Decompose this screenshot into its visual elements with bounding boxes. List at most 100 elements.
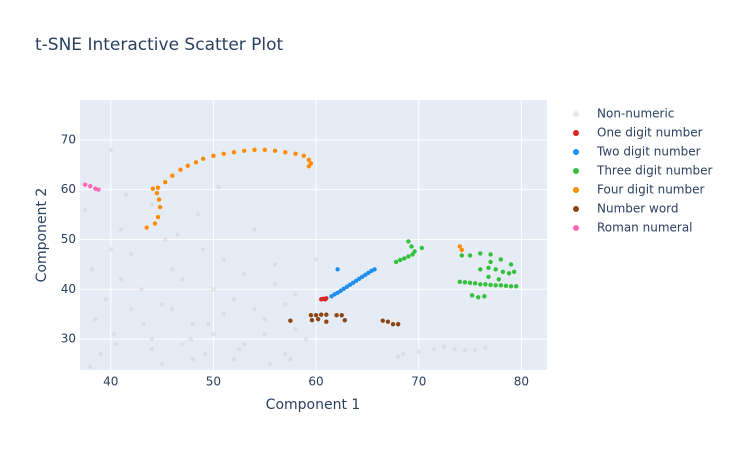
scatter-point[interactable] — [308, 313, 314, 318]
scatter-point[interactable] — [150, 186, 156, 191]
scatter-point[interactable] — [195, 212, 201, 217]
legend-label[interactable]: Number word — [597, 202, 679, 216]
scatter-point[interactable] — [123, 192, 129, 197]
scatter-point[interactable] — [156, 197, 162, 202]
scatter-point[interactable] — [318, 312, 324, 317]
scatter-point[interactable] — [111, 331, 117, 337]
scatter-point[interactable] — [324, 319, 329, 324]
scatter-point[interactable] — [211, 153, 216, 158]
scatter-point[interactable] — [478, 282, 483, 287]
scatter-point[interactable] — [236, 346, 242, 352]
scatter-point[interactable] — [170, 173, 175, 178]
scatter-point[interactable] — [313, 313, 319, 318]
scatter-point[interactable] — [416, 349, 421, 354]
scatter-point[interactable] — [149, 346, 155, 352]
scatter-point[interactable] — [211, 331, 216, 337]
scatter-point[interactable] — [129, 307, 134, 312]
scatter-point[interactable] — [401, 351, 406, 357]
scatter-point[interactable] — [98, 351, 103, 357]
scatter-point[interactable] — [488, 282, 493, 288]
scatter-point[interactable] — [178, 167, 183, 172]
scatter-point[interactable] — [457, 244, 462, 249]
scatter-point[interactable] — [272, 148, 278, 154]
scatter-point[interactable] — [190, 356, 196, 362]
scatter-point[interactable] — [472, 347, 478, 353]
scatter-point[interactable] — [493, 283, 498, 288]
scatter-point[interactable] — [206, 321, 211, 327]
scatter-point[interactable] — [406, 239, 411, 244]
scatter-point[interactable] — [159, 361, 165, 367]
scatter-point[interactable] — [342, 317, 348, 323]
scatter-point[interactable] — [395, 354, 401, 359]
scatter-point[interactable] — [252, 307, 257, 312]
scatter-point[interactable] — [493, 267, 498, 272]
scatter-point[interactable] — [231, 356, 237, 362]
scatter-point[interactable] — [113, 341, 119, 347]
scatter-point[interactable] — [96, 187, 101, 192]
scatter-point[interactable] — [508, 262, 514, 267]
scatter-point[interactable] — [93, 316, 98, 322]
scatter-point[interactable] — [252, 227, 257, 232]
scatter-point[interactable] — [511, 269, 517, 275]
scatter-point[interactable] — [288, 318, 293, 323]
scatter-point[interactable] — [88, 364, 93, 369]
scatter-point[interactable] — [155, 185, 161, 190]
scatter-point[interactable] — [393, 259, 399, 265]
scatter-point[interactable] — [82, 207, 88, 212]
scatter-point[interactable] — [472, 281, 478, 286]
scatter-point[interactable] — [231, 150, 237, 155]
scatter-point[interactable] — [82, 182, 88, 187]
scatter-point[interactable] — [478, 267, 483, 272]
scatter-point[interactable] — [118, 277, 124, 282]
legend-label[interactable]: Roman numeral — [597, 221, 693, 235]
scatter-point[interactable] — [467, 253, 473, 258]
legend-label[interactable]: Non-numeric — [597, 107, 674, 121]
scatter-point[interactable] — [211, 287, 216, 292]
scatter-point[interactable] — [313, 257, 319, 262]
scatter-point[interactable] — [412, 249, 417, 254]
scatter-point[interactable] — [200, 156, 206, 161]
scatter-point[interactable] — [283, 302, 288, 307]
scatter-point[interactable] — [118, 227, 124, 232]
scatter-point[interactable] — [452, 346, 457, 352]
scatter-point[interactable] — [180, 277, 185, 282]
scatter-point[interactable] — [390, 321, 396, 327]
scatter-point[interactable] — [459, 247, 465, 253]
legend-label[interactable]: One digit number — [597, 126, 703, 140]
scatter-point[interactable] — [442, 344, 447, 349]
scatter-point[interactable] — [488, 252, 493, 257]
scatter-point[interactable] — [431, 346, 437, 352]
scatter-point[interactable] — [409, 244, 414, 249]
scatter-point[interactable] — [267, 361, 273, 367]
scatter-point[interactable] — [88, 183, 93, 189]
scatter-point[interactable] — [293, 292, 298, 297]
scatter-point[interactable] — [402, 256, 407, 261]
scatter-point[interactable] — [252, 147, 257, 153]
scatter-point[interactable] — [231, 297, 237, 302]
scatter-point[interactable] — [162, 237, 168, 242]
scatter-point[interactable] — [188, 336, 194, 342]
scatter-point[interactable] — [462, 347, 468, 353]
scatter-point[interactable] — [293, 326, 298, 332]
legend-label[interactable]: Four digit number — [597, 183, 704, 197]
scatter-point[interactable] — [103, 297, 108, 302]
scatter-point[interactable] — [419, 245, 424, 251]
scatter-point[interactable] — [469, 293, 475, 298]
scatter-point[interactable] — [185, 163, 190, 168]
scatter-point[interactable] — [462, 280, 468, 285]
legend-label[interactable]: Two digit number — [596, 145, 701, 159]
scatter-point[interactable] — [457, 279, 462, 285]
scatter-point[interactable] — [242, 272, 247, 277]
scatter-point[interactable] — [221, 257, 226, 262]
scatter-point[interactable] — [496, 277, 501, 282]
scatter-point[interactable] — [498, 257, 504, 262]
scatter-point[interactable] — [334, 313, 339, 318]
scatter-point[interactable] — [398, 257, 403, 263]
scatter-point[interactable] — [498, 283, 504, 288]
scatter-point[interactable] — [508, 284, 514, 289]
scatter-point[interactable] — [483, 282, 488, 287]
scatter-point[interactable] — [200, 247, 206, 252]
scatter-point[interactable] — [154, 190, 160, 196]
scatter-point[interactable] — [144, 225, 149, 230]
scatter-point[interactable] — [180, 341, 185, 347]
